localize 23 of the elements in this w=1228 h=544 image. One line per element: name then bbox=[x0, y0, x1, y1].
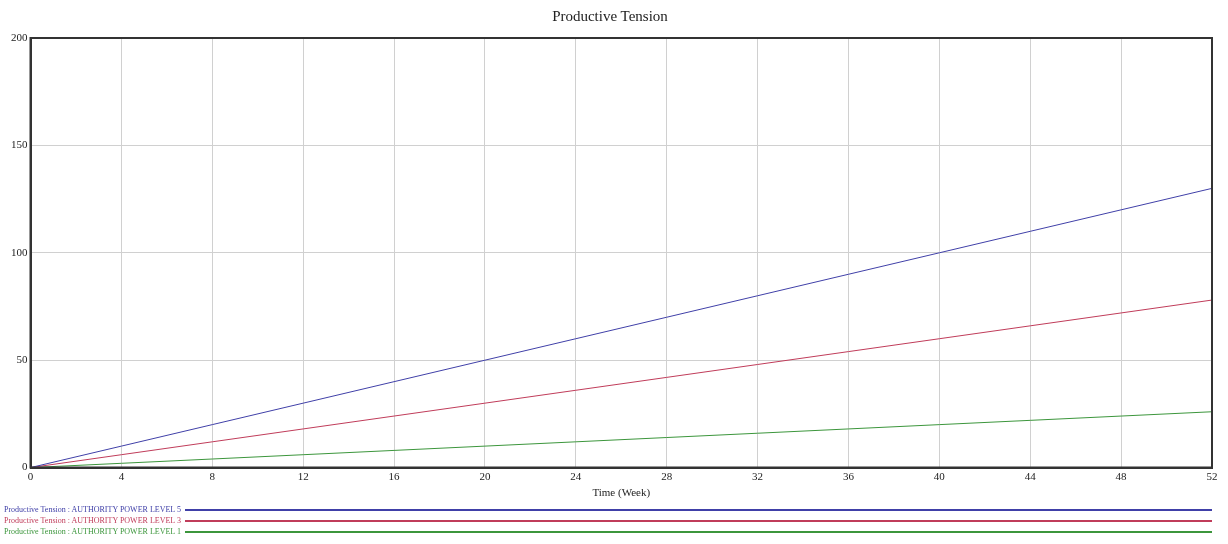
x-tick-label: 12 bbox=[297, 470, 309, 483]
y-tick-label: 150 bbox=[11, 138, 28, 151]
y-tick-label: 100 bbox=[11, 245, 28, 258]
x-tick-label: 24 bbox=[570, 470, 582, 483]
x-tick-label: 52 bbox=[1206, 470, 1218, 483]
text: Productive Tension : AUTHORITY POWER LEVEL 5 bbox=[4, 504, 181, 515]
text: Productive Tension : AUTHORITY POWER LEVEL 3 bbox=[4, 515, 181, 526]
x-axis-title: Time (Week) bbox=[592, 486, 651, 500]
x-tick-label: 20 bbox=[479, 470, 491, 483]
x-tick-label: 4 bbox=[118, 470, 125, 483]
x-tick-label: 8 bbox=[209, 470, 216, 483]
y-tick-label: 200 bbox=[11, 30, 28, 43]
y-tick-label: 50 bbox=[16, 353, 28, 366]
x-tick-label: 16 bbox=[388, 470, 401, 483]
chart-title: Productive Tension bbox=[552, 7, 669, 24]
x-tick-label: 48 bbox=[1115, 470, 1128, 483]
x-tick-label: 32 bbox=[752, 470, 764, 483]
x-tick-label: 36 bbox=[842, 470, 855, 483]
y-tick-label: 0 bbox=[22, 460, 28, 473]
x-tick-label: 44 bbox=[1024, 470, 1037, 483]
x-tick-label: 28 bbox=[661, 470, 673, 483]
text: Productive Tension : AUTHORITY POWER LEVEL 1 bbox=[4, 526, 181, 537]
x-tick-label: 40 bbox=[933, 470, 946, 483]
